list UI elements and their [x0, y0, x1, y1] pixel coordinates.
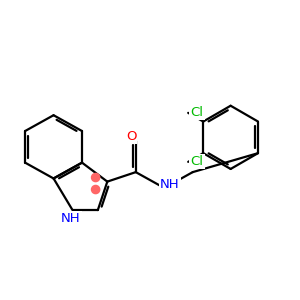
Circle shape — [92, 185, 100, 194]
Circle shape — [92, 173, 100, 181]
Text: Cl: Cl — [190, 106, 203, 119]
Text: Cl: Cl — [190, 155, 203, 168]
Text: NH: NH — [61, 212, 81, 225]
Text: NH: NH — [160, 178, 180, 191]
Text: O: O — [126, 130, 136, 143]
